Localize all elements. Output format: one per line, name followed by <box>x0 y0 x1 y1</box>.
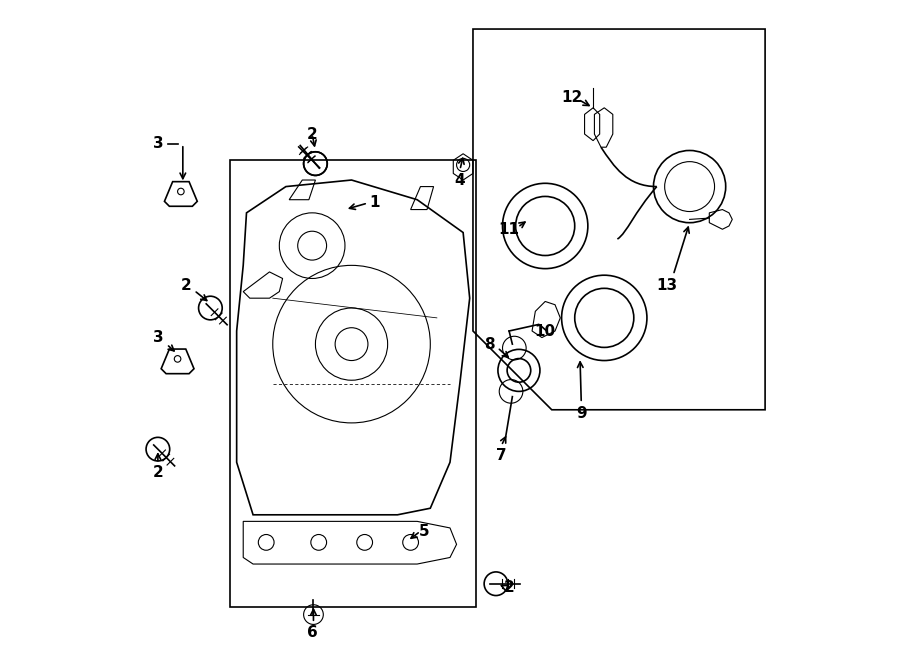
Text: 12: 12 <box>561 91 582 105</box>
Text: 10: 10 <box>535 324 555 338</box>
Text: 2: 2 <box>152 465 163 480</box>
Text: 2: 2 <box>504 579 515 594</box>
Text: 13: 13 <box>656 277 677 293</box>
Text: 4: 4 <box>454 173 465 187</box>
Text: 8: 8 <box>484 337 495 352</box>
Text: 1: 1 <box>369 195 380 211</box>
Text: 7: 7 <box>496 448 507 463</box>
Text: 11: 11 <box>499 222 519 237</box>
Bar <box>230 160 476 606</box>
Text: 2: 2 <box>181 277 192 293</box>
Text: 9: 9 <box>576 406 587 420</box>
Text: 3: 3 <box>153 330 163 345</box>
Text: 5: 5 <box>418 524 429 539</box>
Text: 2: 2 <box>307 126 318 142</box>
Text: 6: 6 <box>307 626 318 640</box>
Text: 3: 3 <box>153 136 163 152</box>
